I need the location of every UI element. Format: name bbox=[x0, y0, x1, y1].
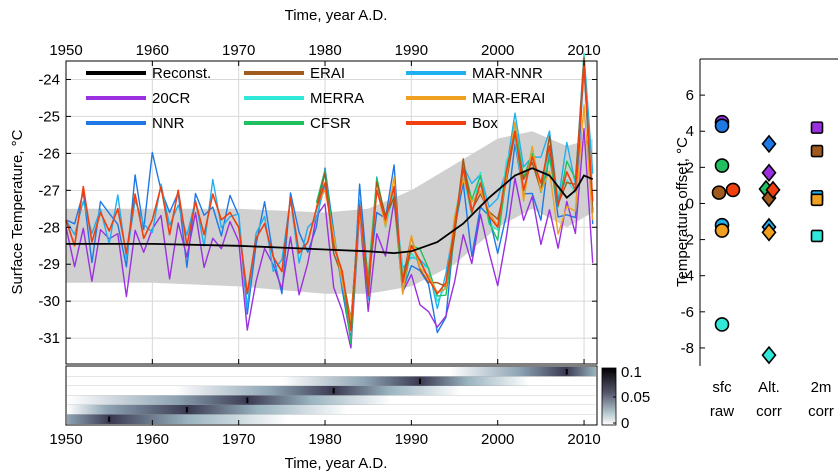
offset-marker-20cr bbox=[810, 121, 824, 134]
offset-marker-mar-erai bbox=[810, 193, 824, 207]
heatmap-peak-mark bbox=[419, 378, 421, 384]
offset-y-axis-label: Temperature offset, °C bbox=[674, 137, 691, 287]
legend-label: Reconst. bbox=[152, 65, 211, 82]
x-tick-label-top: 1960 bbox=[136, 42, 169, 59]
heatmap-rows bbox=[67, 367, 596, 424]
series-line-reconst bbox=[66, 167, 594, 255]
x-tick-label: 1980 bbox=[308, 431, 341, 448]
heatmap-frame bbox=[65, 365, 598, 426]
offset-marker-merra bbox=[761, 345, 777, 365]
offset-marker-mar-erai bbox=[714, 223, 730, 238]
heatmap-row bbox=[67, 367, 596, 377]
offset-marker-cfsr bbox=[714, 158, 730, 173]
offset-y-tick-label: 4 bbox=[686, 123, 694, 140]
offset-marker-merra bbox=[810, 229, 824, 243]
y-tick-label: -29 bbox=[38, 256, 60, 273]
offset-y-tick-label: 6 bbox=[686, 87, 694, 104]
legend-label: MAR-ERAI bbox=[472, 90, 545, 107]
offset-y-tick-label: 0 bbox=[686, 195, 694, 212]
y-axis-label: Surface Temperature, °C bbox=[9, 129, 26, 294]
category-label-line2: raw bbox=[710, 403, 734, 420]
offset-markers bbox=[711, 114, 824, 365]
legend-label: MAR-NNR bbox=[472, 65, 543, 82]
time-series-panel: Time, year A.D. 1950 1960 1970 1980 1990 2000… bbox=[9, 7, 601, 365]
legend-label: 20CR bbox=[152, 90, 191, 107]
offset-y-tick-label: 2 bbox=[686, 159, 694, 176]
category-label-line1: sfc bbox=[712, 379, 732, 396]
category-label-line2: corr bbox=[756, 403, 782, 420]
heatmap-row bbox=[67, 414, 596, 424]
top-x-axis-label: Time, year A.D. bbox=[285, 7, 388, 24]
heatmap-row bbox=[67, 405, 596, 415]
x-tick-label: 2000 bbox=[481, 431, 514, 448]
heatmap-row bbox=[67, 395, 596, 405]
category-label-line1: 2m bbox=[811, 379, 832, 396]
heatmap-peak-mark bbox=[185, 407, 188, 413]
heatmap-panel: 1950 1960 1970 1980 1990 2000 2010 Time, year … bbox=[49, 364, 650, 472]
offset-panel: 6 4 2 0 -2 -4 -6 -8 Temperature offset, °C sfc r… bbox=[674, 58, 838, 420]
category-label-line2: corr bbox=[808, 403, 834, 420]
bottom-x-axis-label: Time, year A.D. bbox=[285, 455, 388, 472]
x-tick-label-top: 1970 bbox=[222, 42, 255, 59]
x-tick-label-top: 2000 bbox=[481, 42, 514, 59]
x-tick-label-top: 2010 bbox=[567, 42, 600, 59]
heatmap-peak-mark bbox=[246, 397, 249, 403]
offset-categories: sfc raw Alt. corr 2m corr bbox=[710, 379, 834, 420]
heatmap-peak-mark bbox=[565, 369, 568, 375]
x-tick-label: 2010 bbox=[567, 431, 600, 448]
offset-marker-box bbox=[725, 182, 741, 198]
category-label-line1: Alt. bbox=[758, 379, 780, 396]
offset-y-tick-label: -4 bbox=[681, 268, 694, 285]
y-tick-label: -26 bbox=[38, 145, 60, 162]
x-tick-label-top: 1950 bbox=[49, 42, 82, 59]
colorbar-ticks: 0.1 0.05 0 bbox=[613, 364, 650, 432]
x-tick-label: 1970 bbox=[222, 431, 255, 448]
x-tick-label: 1960 bbox=[136, 431, 169, 448]
axis-ticks: 1950 1960 1970 1980 1990 2000 2010 -24 -25 -26 -27… bbox=[38, 42, 601, 364]
y-tick-label: -28 bbox=[38, 219, 60, 236]
colorbar-tick-label: 0.1 bbox=[621, 364, 642, 381]
offset-y-tick-label: -8 bbox=[681, 340, 694, 357]
heatmap-row bbox=[67, 386, 596, 396]
offset-y-tick-label: -6 bbox=[681, 304, 694, 321]
x-tick-label-top: 1990 bbox=[395, 42, 428, 59]
offset-y-tick-label: -2 bbox=[681, 232, 694, 249]
series-line-box bbox=[65, 63, 594, 332]
offset-marker-box bbox=[765, 180, 781, 200]
colorbar-tick-label: 0.05 bbox=[621, 389, 650, 406]
colorbar-tick-label: 0 bbox=[621, 415, 629, 432]
offset-marker-erai bbox=[711, 185, 727, 200]
y-tick-label: -25 bbox=[38, 108, 60, 125]
heatmap-row bbox=[67, 376, 596, 386]
plot-frame bbox=[65, 60, 598, 365]
x-tick-label-top: 1980 bbox=[308, 42, 341, 59]
offset-ticks: 6 4 2 0 -2 -4 -6 -8 bbox=[681, 87, 705, 357]
legend-label: Box bbox=[472, 115, 498, 132]
y-tick-label: -30 bbox=[38, 293, 60, 310]
legend-label: ERAI bbox=[310, 65, 345, 82]
offset-marker-erai bbox=[810, 144, 824, 158]
x-tick-label: 1950 bbox=[49, 431, 82, 448]
legend-label: NNR bbox=[152, 115, 185, 132]
offset-marker-20cr bbox=[761, 163, 777, 183]
offset-marker-nnr bbox=[761, 134, 777, 154]
heatmap-peak-mark bbox=[108, 416, 111, 422]
offset-marker-mar-erai bbox=[761, 223, 777, 242]
legend-label: CFSR bbox=[310, 115, 351, 132]
y-tick-label: -31 bbox=[38, 330, 60, 347]
heatmap-peak-mark bbox=[332, 388, 335, 394]
legend-label: MERRA bbox=[310, 90, 364, 107]
legend: Reconst. ERAI MAR-NNR 20CR MERRA MAR-ERAI NNR C… bbox=[86, 65, 545, 132]
y-tick-label: -24 bbox=[38, 71, 60, 88]
offset-marker-nnr bbox=[714, 118, 730, 134]
offset-marker-merra bbox=[714, 317, 730, 332]
y-tick-label: -27 bbox=[38, 182, 60, 199]
heatmap-ticks: 1950 1960 1970 1980 1990 2000 2010 bbox=[49, 420, 601, 448]
x-tick-label: 1990 bbox=[395, 431, 428, 448]
